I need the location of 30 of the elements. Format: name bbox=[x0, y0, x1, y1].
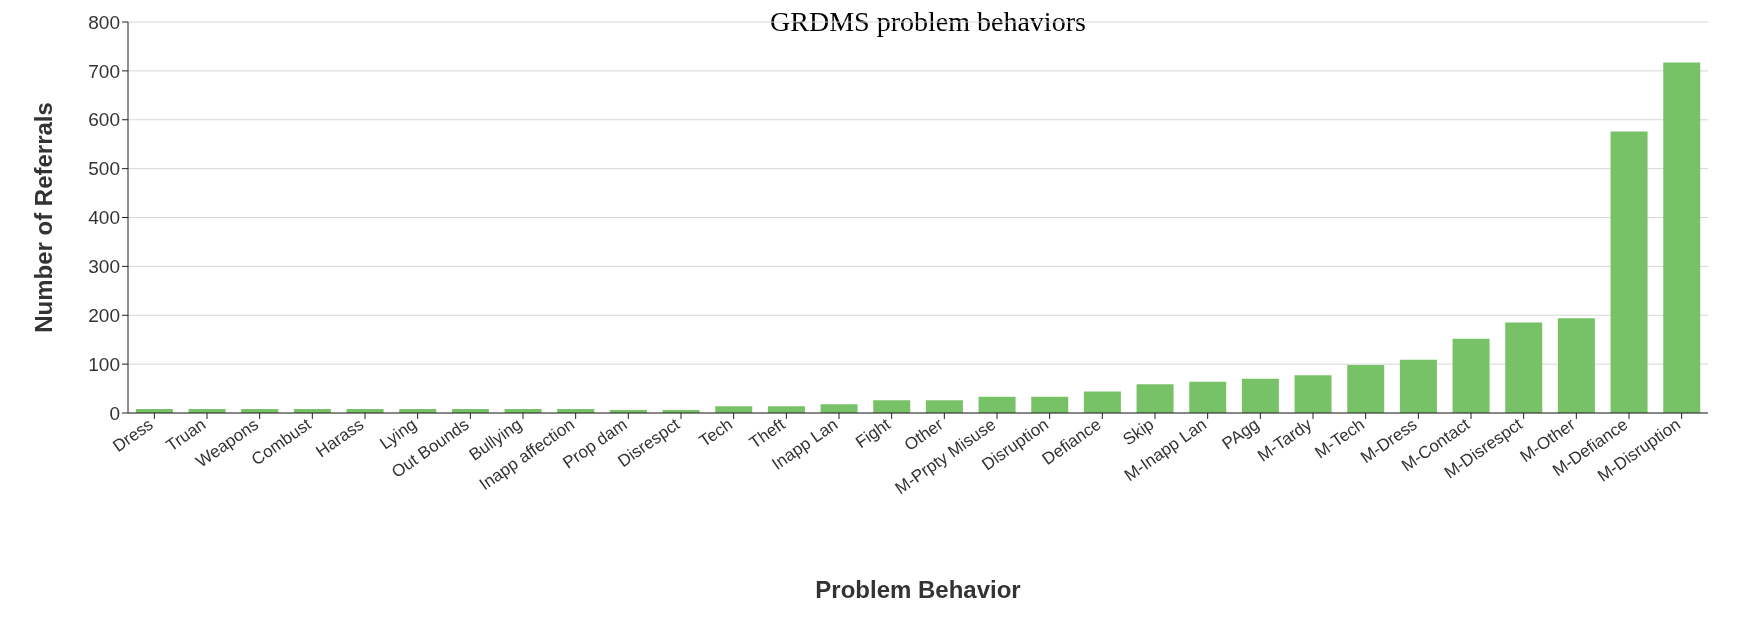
bar bbox=[1136, 384, 1174, 413]
bar bbox=[925, 400, 963, 413]
y-tick-label: 200 bbox=[88, 304, 120, 326]
bar bbox=[1505, 322, 1543, 413]
y-tick-label: 500 bbox=[88, 158, 120, 180]
bar bbox=[1294, 375, 1332, 413]
y-tick-label: 100 bbox=[88, 353, 120, 375]
bar bbox=[1031, 396, 1069, 413]
bar bbox=[1399, 359, 1437, 413]
x-axis-title: Problem Behavior bbox=[815, 576, 1021, 603]
bar bbox=[820, 404, 858, 413]
y-tick-label: 800 bbox=[88, 11, 120, 33]
y-tick-label: 700 bbox=[88, 60, 120, 82]
bar bbox=[1663, 62, 1701, 413]
y-tick-label: 400 bbox=[88, 207, 120, 229]
bar bbox=[1347, 365, 1385, 413]
bar bbox=[978, 396, 1016, 413]
bar bbox=[1452, 338, 1490, 413]
x-tick-label: Tech bbox=[695, 414, 736, 451]
y-axis-title: Number of Referrals bbox=[29, 102, 57, 333]
bar bbox=[873, 400, 911, 413]
bar bbox=[1557, 318, 1595, 413]
chart-title: GRDMS problem behaviors bbox=[770, 6, 1086, 37]
y-tick-label: 300 bbox=[88, 256, 120, 278]
bar bbox=[1610, 131, 1648, 413]
bar bbox=[1189, 381, 1227, 413]
bar bbox=[1083, 391, 1121, 413]
bar bbox=[1241, 378, 1279, 413]
y-tick-label: 0 bbox=[109, 402, 120, 424]
y-tick-label: 600 bbox=[88, 109, 120, 131]
